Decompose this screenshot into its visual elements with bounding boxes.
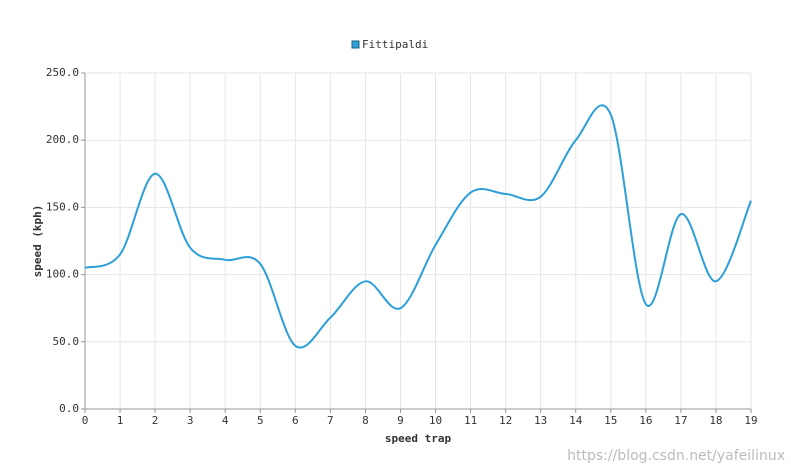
legend-label: Fittipaldi bbox=[362, 38, 428, 51]
y-tick-label: 250.0 bbox=[46, 66, 79, 79]
x-tick-label: 17 bbox=[674, 414, 687, 427]
y-tick-label: 200.0 bbox=[46, 133, 79, 146]
y-tick-label: 0.0 bbox=[59, 402, 79, 415]
x-tick-label: 9 bbox=[397, 414, 404, 427]
y-axis-title: speed (kph) bbox=[31, 205, 44, 278]
watermark: https://blog.csdn.net/yafeilinux bbox=[567, 448, 785, 464]
x-tick-label: 6 bbox=[292, 414, 299, 427]
legend-swatch bbox=[351, 40, 360, 49]
x-tick-label: 13 bbox=[534, 414, 547, 427]
x-tick-label: 19 bbox=[744, 414, 757, 427]
x-tick-label: 0 bbox=[82, 414, 89, 427]
x-tick-label: 12 bbox=[499, 414, 512, 427]
x-tick-label: 14 bbox=[569, 414, 583, 427]
line-series bbox=[84, 104, 752, 349]
y-tick-label: 150.0 bbox=[46, 200, 79, 213]
x-tick-label: 18 bbox=[709, 414, 722, 427]
y-tick-label: 50.0 bbox=[53, 335, 80, 348]
x-tick-label: 4 bbox=[222, 414, 229, 427]
x-tick-label: 5 bbox=[257, 414, 264, 427]
x-tick-label: 10 bbox=[429, 414, 442, 427]
x-tick-label: 11 bbox=[464, 414, 477, 427]
x-tick-label: 8 bbox=[362, 414, 369, 427]
x-tick-label: 15 bbox=[604, 414, 617, 427]
x-tick-label: 3 bbox=[187, 414, 194, 427]
y-tick-label: 100.0 bbox=[46, 268, 79, 281]
x-axis-title: speed trap bbox=[385, 432, 452, 445]
x-tick-label: 16 bbox=[639, 414, 652, 427]
x-tick-label: 1 bbox=[117, 414, 124, 427]
x-tick-label: 7 bbox=[327, 414, 334, 427]
x-tick-label: 2 bbox=[152, 414, 159, 427]
